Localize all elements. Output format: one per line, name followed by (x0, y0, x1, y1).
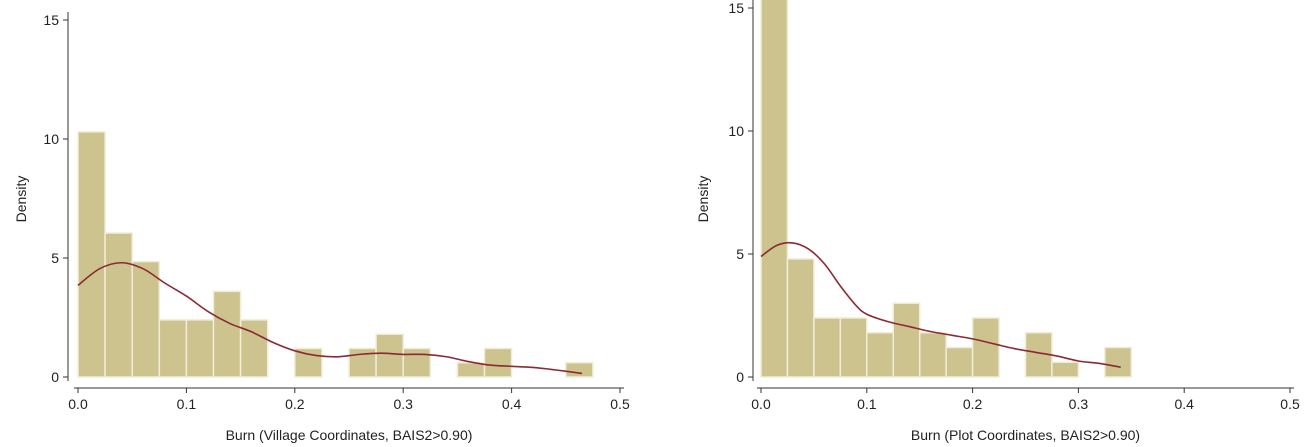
x-tick-label: 0.0 (68, 396, 88, 412)
histogram-bar (402, 347, 432, 378)
histogram-bar (1104, 346, 1133, 378)
histogram-bar (892, 302, 921, 378)
x-ticks: 0.0 0.1 0.2 0.3 0.4 0.5 (68, 388, 630, 412)
y-tick-label: 5 (736, 246, 744, 262)
histogram-bar (456, 361, 486, 378)
histogram-bar (77, 131, 106, 378)
histogram-bar (294, 347, 323, 378)
histogram-panel-village: 0.0 0.1 0.2 0.3 0.4 0.5 0 5 10 15 Burn (Village … (13, 12, 630, 443)
histogram-bar (945, 346, 974, 378)
histogram-bar (212, 290, 242, 378)
histogram-panel-plot: 0.0 0.1 0.2 0.3 0.4 0.5 0 5 10 15 Burn (Plot Coo… (695, 0, 1300, 443)
x-tick-label: 0.0 (751, 396, 771, 412)
y-tick-label: 0 (51, 369, 59, 385)
x-tick-label: 0.4 (502, 396, 522, 412)
histogram-bar (971, 317, 1000, 378)
histogram-bar (839, 317, 868, 378)
y-tick-label: 15 (728, 0, 744, 16)
x-tick-label: 0.2 (285, 396, 305, 412)
y-tick-label: 10 (728, 123, 744, 139)
histogram-bar (813, 317, 842, 378)
x-tick-label: 0.5 (610, 396, 630, 412)
y-ticks: 0 5 10 15 (728, 0, 753, 385)
histogram-bar (786, 258, 815, 378)
histogram-bar (158, 319, 188, 378)
y-tick-label: 10 (43, 131, 59, 147)
histogram-bar (131, 260, 161, 378)
bars (760, 0, 1133, 378)
y-tick-label: 5 (51, 250, 59, 266)
x-tick-label: 0.5 (1280, 396, 1300, 412)
histogram-bar (918, 331, 947, 378)
x-tick-label: 0.3 (393, 396, 413, 412)
x-tick-label: 0.2 (963, 396, 983, 412)
bars (77, 131, 594, 378)
x-axis-label: Burn (Village Coordinates, BAIS2>0.90) (226, 427, 473, 443)
x-tick-label: 0.3 (1069, 396, 1089, 412)
histogram-bar (483, 347, 513, 378)
kde-curve (77, 261, 583, 375)
x-tick-label: 0.1 (177, 396, 197, 412)
y-tick-label: 15 (43, 12, 59, 28)
histogram-bar (1051, 361, 1080, 378)
x-tick-label: 0.1 (857, 396, 877, 412)
x-tick-label: 0.4 (1174, 396, 1194, 412)
histogram-bar (760, 0, 789, 378)
histogram-bar (104, 232, 133, 378)
histogram-bar (375, 333, 404, 378)
y-tick-label: 0 (736, 369, 744, 385)
kde-curve (760, 241, 1121, 368)
histogram-bar (185, 319, 215, 378)
y-axis-label: Density (13, 176, 29, 223)
y-axis-label: Density (695, 176, 711, 223)
x-axis-label: Burn (Plot Coordinates, BAIS2>0.90) (911, 427, 1140, 443)
x-ticks: 0.0 0.1 0.2 0.3 0.4 0.5 (751, 388, 1300, 412)
y-ticks: 0 5 10 15 (43, 12, 68, 385)
histogram-bar (565, 361, 594, 378)
histogram-bar (866, 331, 894, 378)
